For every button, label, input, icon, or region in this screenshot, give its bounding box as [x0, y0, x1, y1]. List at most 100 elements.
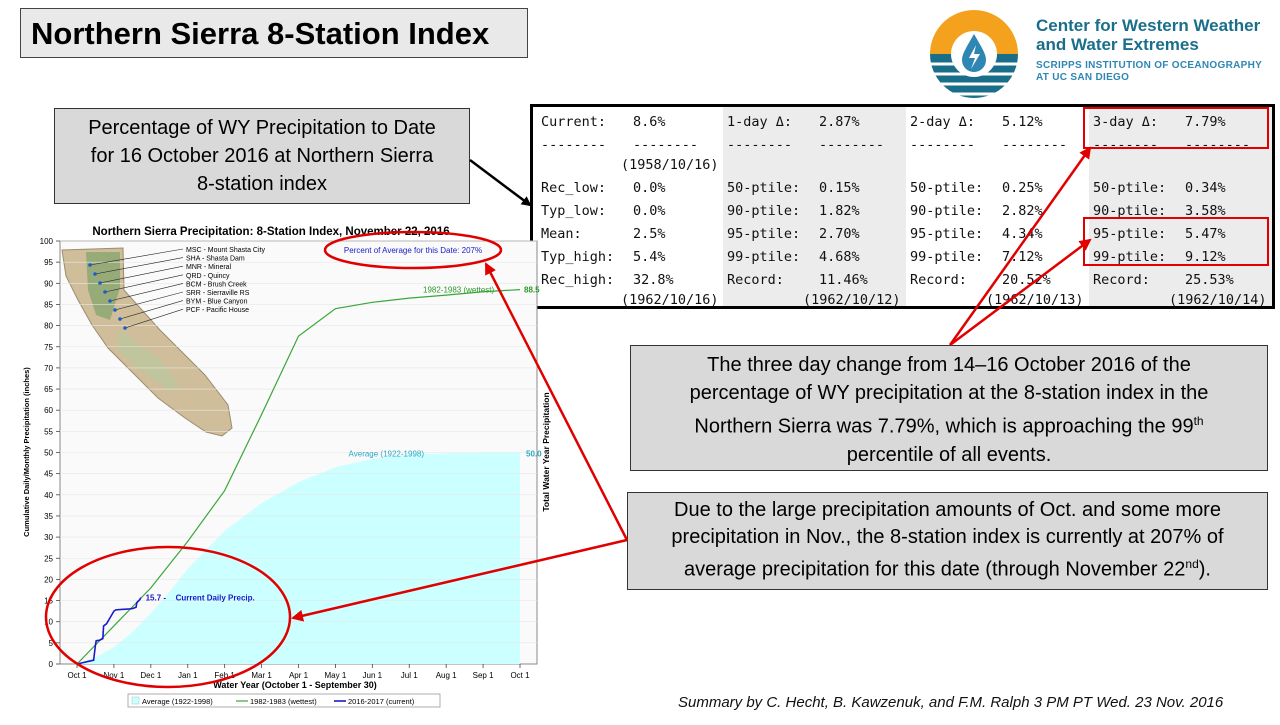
station-label: SRR - Sierraville RS — [186, 290, 250, 297]
station-leader-line — [89, 248, 184, 266]
stat-label: 90-ptile: — [1093, 203, 1167, 219]
stat-value: 0.25% — [1002, 180, 1043, 196]
callout-wy-percentage: Percentage of WY Precipitation to Date f… — [54, 108, 470, 204]
stat-value: 9.12% — [1185, 249, 1226, 265]
y-tick-label: 0 — [49, 660, 54, 669]
stat-label: 90-ptile: — [727, 203, 801, 219]
percent-of-average-label: Percent of Average for this Date: 207% — [344, 246, 482, 255]
y-tick-label: 5 — [49, 639, 54, 648]
callout-current-percent: Due to the large precipitation amounts o… — [627, 492, 1268, 590]
stat-value: 32.8% — [633, 272, 674, 288]
station-leader-line — [94, 257, 184, 275]
legend-label: 2016-2017 (current) — [348, 697, 415, 706]
stats-table: Current: 8.6% -------- -------- (1958/10/16)… — [530, 104, 1275, 309]
x-tick-label: Mar 1 — [251, 671, 272, 680]
station-label: QRD - Quincy — [186, 273, 230, 280]
y-tick-label: 30 — [44, 533, 53, 542]
x-tick-label: Jun 1 — [363, 671, 383, 680]
stat-label: -------- — [727, 137, 793, 153]
stat-value: (1962/10/12) — [803, 292, 901, 308]
station-label: MNR - Mineral — [186, 264, 232, 271]
station-leader-line — [99, 265, 184, 284]
callout-three-day-change: The three day change from 14–16 October … — [630, 345, 1268, 471]
stat-label: Record: — [727, 272, 784, 288]
y-tick-label: 65 — [44, 385, 53, 394]
y-tick-label: 95 — [44, 258, 53, 267]
stat-value: 25.53% — [1185, 272, 1234, 288]
stat-value: (1958/10/16) — [621, 157, 719, 173]
y-tick-label: 85 — [44, 300, 53, 309]
station-label: SHA - Shasta Dam — [186, 256, 245, 263]
stat-value: -------- — [819, 137, 885, 153]
x-tick-label: Sep 1 — [473, 671, 494, 680]
x-tick-label: Feb 1 — [214, 671, 235, 680]
stats-column-current: Current: 8.6% -------- -------- (1958/10/16)… — [533, 107, 723, 308]
precipitation-chart: 50.0 88.5 Average (1922-1998) 1982-1983 (we… — [0, 210, 560, 720]
stat-value: 7.12% — [1002, 249, 1043, 265]
cw3e-logo-icon — [927, 7, 1021, 101]
chart-title: Northern Sierra Precipitation: 8-Station… — [92, 226, 449, 238]
stat-label: Typ_low: — [541, 203, 607, 219]
stat-value: 0.34% — [1185, 180, 1226, 196]
stat-label: 1-day Δ: — [727, 114, 793, 130]
stat-value: 5.4% — [633, 249, 666, 265]
logo-institution: SCRIPPS INSTITUTION OF OCEANOGRAPHY AT U… — [1036, 60, 1263, 83]
x-tick-label: Nov 1 — [103, 671, 124, 680]
stat-value: 2.70% — [819, 226, 860, 242]
stat-label: 50-ptile: — [910, 180, 984, 196]
y-tick-label: 15 — [44, 597, 53, 606]
wettest-series-label: 1982-1983 (wettest) — [423, 286, 494, 295]
y-tick-label: 20 — [44, 575, 53, 584]
stat-value: (1962/10/14) — [1169, 292, 1267, 308]
stat-label: -------- — [541, 137, 607, 153]
stats-column-1day: 1-day Δ: 2.87% -------- -------- 50-ptile: 0.… — [723, 107, 906, 308]
stat-label: 50-ptile: — [727, 180, 801, 196]
stat-label: -------- — [910, 137, 976, 153]
legend-label: Average (1922-1998) — [142, 697, 213, 706]
x-tick-label: Jul 1 — [401, 671, 418, 680]
stat-value: -------- — [633, 137, 699, 153]
slide-title-box: Northern Sierra 8-Station Index — [20, 8, 528, 58]
current-end-label: 15.7 - — [146, 594, 167, 603]
station-leader-line — [104, 274, 184, 293]
x-tick-label: Dec 1 — [140, 671, 161, 680]
current-series-label: Current Daily Precip. — [176, 594, 255, 603]
stat-label: 50-ptile: — [1093, 180, 1167, 196]
average-series-label: Average (1922-1998) — [349, 450, 425, 459]
station-label: MSC - Mount Shasta City — [186, 247, 265, 254]
y-tick-label: 35 — [44, 512, 53, 521]
logo-name: Center for Western Weather and Water Ext… — [1036, 16, 1261, 54]
y-tick-label: 55 — [44, 427, 53, 436]
cw3e-logo: Center for Western Weather and Water Ext… — [924, 4, 1276, 104]
stat-value: 2.5% — [633, 226, 666, 242]
y-tick-label: 80 — [44, 322, 53, 331]
stat-value: 0.15% — [819, 180, 860, 196]
station-marker — [113, 308, 117, 312]
stat-label: 99-ptile: — [1093, 249, 1167, 265]
highlight-95-99-ptile — [1083, 217, 1269, 266]
station-label: PCF - Pacific House — [186, 307, 249, 314]
stat-value: 2.82% — [1002, 203, 1043, 219]
stats-column-3day: 3-day Δ: 7.79% -------- -------- 50-ptile: 0.… — [1089, 107, 1272, 308]
station-leader-line — [119, 300, 184, 320]
y-tick-label: 25 — [44, 554, 53, 563]
station-marker — [103, 290, 107, 294]
stat-value: 7.79% — [1185, 114, 1226, 130]
stat-value: (1962/10/13) — [986, 292, 1084, 308]
y-axis-label: Cumulative Daily/Monthly Precipitation (… — [22, 367, 31, 537]
y-tick-label: 45 — [44, 470, 53, 479]
y-tick-label: 75 — [44, 343, 53, 352]
y-tick-label: 60 — [44, 406, 53, 415]
x-tick-label: Jan 1 — [178, 671, 198, 680]
stat-value: 4.68% — [819, 249, 860, 265]
station-marker — [108, 299, 112, 303]
y-tick-label: 90 — [44, 279, 53, 288]
y2-axis-label: Total Water Year Precipitation — [541, 392, 551, 511]
station-leader-line — [124, 308, 184, 329]
stat-label: 2-day Δ: — [910, 114, 976, 130]
stat-label: Current: — [541, 114, 607, 130]
legend-swatch — [131, 696, 140, 705]
stat-label: 95-ptile: — [910, 226, 984, 242]
y-tick-label: 70 — [44, 364, 53, 373]
stats-column-2day: 2-day Δ: 5.12% -------- -------- 50-ptile: 0.… — [906, 107, 1089, 308]
